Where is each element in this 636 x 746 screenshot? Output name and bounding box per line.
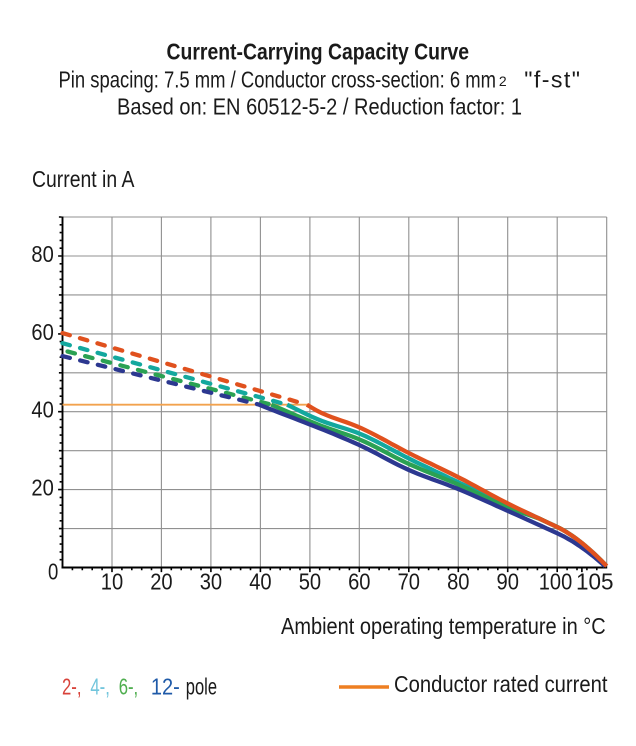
- svg-text:Ambient operating temperature: Ambient operating temperature in °C: [281, 613, 606, 639]
- svg-text:10: 10: [101, 569, 123, 595]
- svg-text:Current-Carrying Capacity Curv: Current-Carrying Capacity Curve: [167, 39, 470, 65]
- svg-text:12-: 12-: [151, 674, 180, 700]
- svg-text:Based on: EN 60512-5-2 / Reduc: Based on: EN 60512-5-2 / Reduction facto…: [117, 93, 522, 119]
- svg-text:70: 70: [398, 569, 420, 595]
- svg-text:100: 100: [539, 569, 572, 595]
- svg-text:Pin spacing: 7.5 mm / Conducto: Pin spacing: 7.5 mm / Conductor cross-se…: [59, 66, 497, 92]
- svg-text:40: 40: [31, 397, 53, 423]
- svg-text:"f-st": "f-st": [524, 66, 581, 92]
- svg-text:105: 105: [576, 569, 614, 595]
- svg-text:20: 20: [150, 569, 172, 595]
- svg-text:60: 60: [31, 319, 53, 345]
- svg-text:2-,: 2-,: [62, 674, 82, 700]
- svg-text:90: 90: [497, 569, 519, 595]
- svg-text:pole: pole: [186, 674, 217, 700]
- svg-text:30: 30: [200, 569, 222, 595]
- svg-text:60: 60: [348, 569, 370, 595]
- svg-text:0: 0: [48, 559, 58, 585]
- svg-text:4-,: 4-,: [90, 674, 110, 700]
- svg-text:50: 50: [299, 569, 321, 595]
- svg-text:20: 20: [31, 475, 53, 501]
- svg-text:80: 80: [31, 241, 53, 267]
- svg-text:Conductor rated current: Conductor rated current: [394, 671, 608, 697]
- svg-text:Current in A: Current in A: [32, 166, 135, 192]
- svg-text:2: 2: [499, 73, 507, 89]
- svg-text:6-,: 6-,: [119, 674, 139, 700]
- svg-text:40: 40: [249, 569, 271, 595]
- svg-text:80: 80: [447, 569, 469, 595]
